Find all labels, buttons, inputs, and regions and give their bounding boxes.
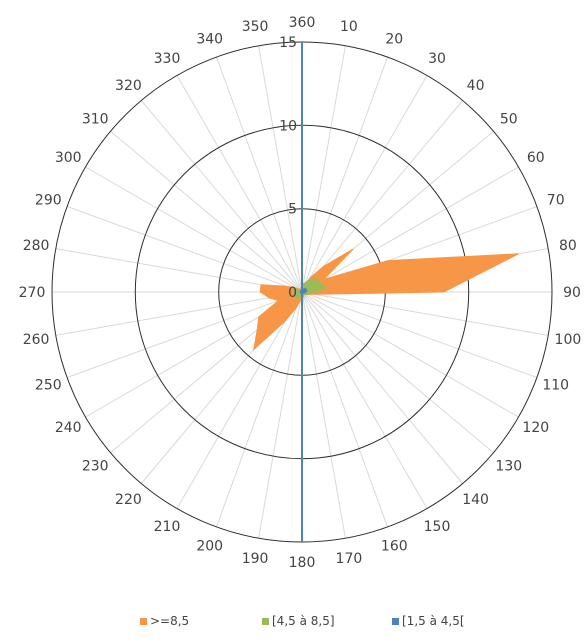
angle-tick-label: 100 [555,332,582,348]
angle-tick-label: 210 [154,519,181,535]
angle-tick-label: 70 [547,193,565,209]
spoke-line [216,291,303,528]
spoke-line [85,166,303,293]
legend-item: >=8,5 [140,614,189,628]
angle-tick-label: 340 [196,31,223,47]
angle-tick-label: 110 [542,377,569,393]
legend-swatch [262,618,269,625]
angle-tick-labels: 360 1020304050607080901001101201301401501… [19,15,582,571]
angle-tick-label: 260 [23,332,50,348]
spoke-line [301,291,464,484]
spoke-line [258,291,303,539]
chart-legend: >=8,5 [4,5 à 8,5] [1,5 à 4,5[ [140,614,465,628]
angle-tick-label: 60 [527,150,545,166]
spoke-line [301,75,428,293]
angle-tick-label: 270 [19,285,46,301]
legend-swatch [140,618,147,625]
angle-tick-label: 320 [115,78,142,94]
legend-item: [1,5 à 4,5[ [392,614,465,628]
spoke-line [301,291,428,509]
radial-tick-label: 5 [288,202,297,218]
angle-tick-label: 170 [336,551,363,567]
angle-tick-label: 10 [340,19,358,35]
spoke-line [301,45,346,293]
spoke-line [301,291,549,336]
angle-tick-label: 140 [462,492,489,508]
spoke-line [301,291,388,528]
angle-tick-label: 150 [424,519,451,535]
spoke-line [55,291,303,336]
angle-tick-label: 230 [82,459,109,475]
legend-label: [1,5 à 4,5[ [402,614,465,628]
angle-tick-label: 310 [82,111,109,127]
angle-tick-label: 40 [467,78,485,94]
spoke-line [66,291,303,378]
radial-tick-labels: 0 5 10 15 [279,35,297,301]
angle-tick-label: 190 [242,551,269,567]
spoke-line [301,56,388,293]
legend-label: >=8,5 [150,614,189,628]
spoke-line [301,291,346,539]
angle-tick-label: 220 [115,492,142,508]
legend-item: [4,5 à 8,5] [262,614,335,628]
angle-tick-label: 90 [563,285,581,301]
angle-tick-label: 180 [289,555,316,571]
angle-tick-label: 350 [242,19,269,35]
angle-tick-label: 250 [35,377,62,393]
radial-tick-label: 15 [279,35,297,51]
angle-tick-label: 240 [55,420,82,436]
spoke-line [176,75,303,293]
angle-tick-label: 30 [428,51,446,67]
angle-tick-label: 160 [381,539,408,555]
angle-tick-label: 120 [522,420,549,436]
angle-tick-label: 20 [385,31,403,47]
spoke-line [301,291,538,378]
angle-tick-label: 360 [289,15,316,31]
angle-tick-label: 280 [23,238,50,254]
spoke-line [301,291,494,454]
spoke-line [258,45,303,293]
angle-tick-label: 200 [196,539,223,555]
spoke-line [66,206,303,293]
angle-tick-label: 130 [495,459,522,475]
legend-swatch [392,618,399,625]
spoke-line [110,130,303,293]
spoke-line [301,100,464,293]
spoke-line [140,100,303,293]
angle-tick-label: 50 [500,111,518,127]
angle-tick-label: 290 [35,193,62,209]
angle-tick-label: 300 [55,150,82,166]
spoke-line [176,291,303,509]
angle-tick-label: 330 [154,51,181,67]
radial-tick-label: 0 [288,285,297,301]
spoke-line [301,166,519,293]
spoke-line [216,56,303,293]
angle-tick-label: 80 [559,238,577,254]
legend-label: [4,5 à 8,5] [272,614,335,628]
radial-tick-label: 10 [279,118,297,134]
spoke-line [301,291,519,418]
